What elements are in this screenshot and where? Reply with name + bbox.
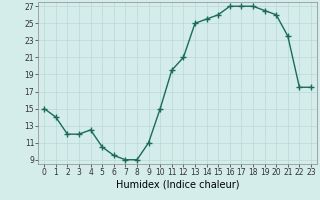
X-axis label: Humidex (Indice chaleur): Humidex (Indice chaleur) — [116, 180, 239, 190]
